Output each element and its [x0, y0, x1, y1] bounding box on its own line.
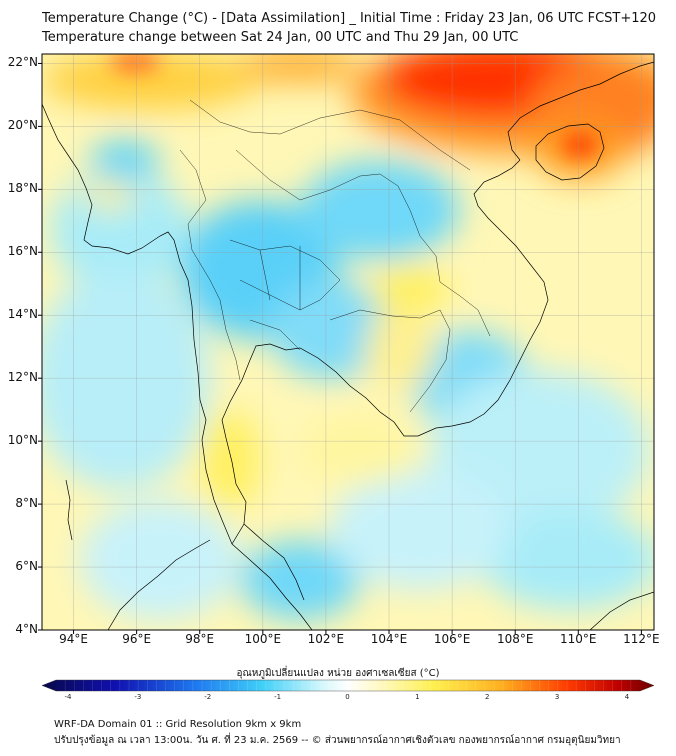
border-china-north [189, 99, 471, 171]
lat-label: 6°N [15, 559, 38, 574]
coastline-andaman [65, 479, 73, 541]
lon-label: 100°E [244, 632, 282, 646]
colorbar-tick-label: -1 [274, 693, 282, 701]
map-frame [41, 53, 655, 631]
coastline-myanmar-west [42, 103, 233, 545]
border-myanmar-thailand [179, 149, 241, 381]
lat-label: 8°N [15, 496, 38, 511]
lon-label: 94°E [59, 632, 88, 646]
coastline-sumatra [107, 539, 211, 630]
coastlines [42, 61, 654, 630]
lon-label: 110°E [560, 632, 597, 646]
lat-label: 20°N [7, 118, 38, 133]
colorbar [41, 679, 655, 692]
lat-label: 10°N [7, 433, 38, 448]
lon-label: 98°E [185, 632, 215, 646]
lat-label: 14°N [7, 307, 38, 322]
coastline-malaysia-east [243, 523, 305, 601]
lon-label: 108°E [496, 632, 534, 646]
lat-label: 12°N [7, 370, 38, 385]
lon-label: 96°E [122, 632, 152, 646]
coastline-thai-peninsula [221, 159, 549, 545]
country-borders [179, 99, 491, 413]
footer-grid-info: WRF-DA Domain 01 :: Grid Resolution 9km … [54, 719, 302, 730]
colorbar-tick-label: 3 [554, 693, 560, 701]
lat-lon-grid [42, 54, 654, 630]
lat-label: 16°N [7, 244, 38, 259]
map-subtitle: Temperature change between Sat 24 Jan, 0… [42, 30, 519, 45]
lat-label: 4°N [15, 622, 38, 636]
colorbar-bar [41, 679, 655, 692]
colorbar-tick-label: -4 [64, 693, 72, 701]
colorbar-tick-label: 4 [624, 693, 630, 701]
coastline-hainan [535, 123, 605, 181]
lon-label: 106°E [433, 632, 471, 646]
colorbar-tick-label: 2 [485, 693, 490, 701]
coastline-borneo [589, 591, 654, 630]
border-cambodia [329, 309, 451, 413]
lat-label: 22°N [7, 55, 38, 70]
coastline-malaysia [231, 543, 313, 630]
colorbar-tick-label: -2 [204, 693, 212, 701]
axis-ticks [38, 62, 642, 634]
colorbar-title: อุณหภูมิเปลี่ยนแปลง หน่วย องศาเซลเซียส (… [236, 668, 440, 679]
coastline-tonkin [507, 61, 654, 161]
lon-label: 102°E [307, 632, 345, 646]
colorbar-tick-label: 1 [415, 693, 420, 701]
colorbar-tick-label: 0 [345, 693, 350, 701]
temperature-field [42, 54, 654, 630]
border-laos [235, 149, 441, 283]
field-blobs [42, 54, 654, 620]
lon-label: 112°E [623, 632, 660, 646]
lon-label: 104°E [370, 632, 408, 646]
footer-update-info: ปรับปรุงข้อมูล ณ เวลา 13:00น. วัน ศ. ที่… [54, 735, 621, 746]
colorbar-tick-label: -3 [134, 693, 142, 701]
lat-label: 18°N [7, 181, 38, 196]
map-title: Temperature Change (°C) - [Data Assimila… [42, 11, 657, 26]
provinces-thailand [229, 239, 341, 351]
border-vietnam [439, 281, 491, 337]
